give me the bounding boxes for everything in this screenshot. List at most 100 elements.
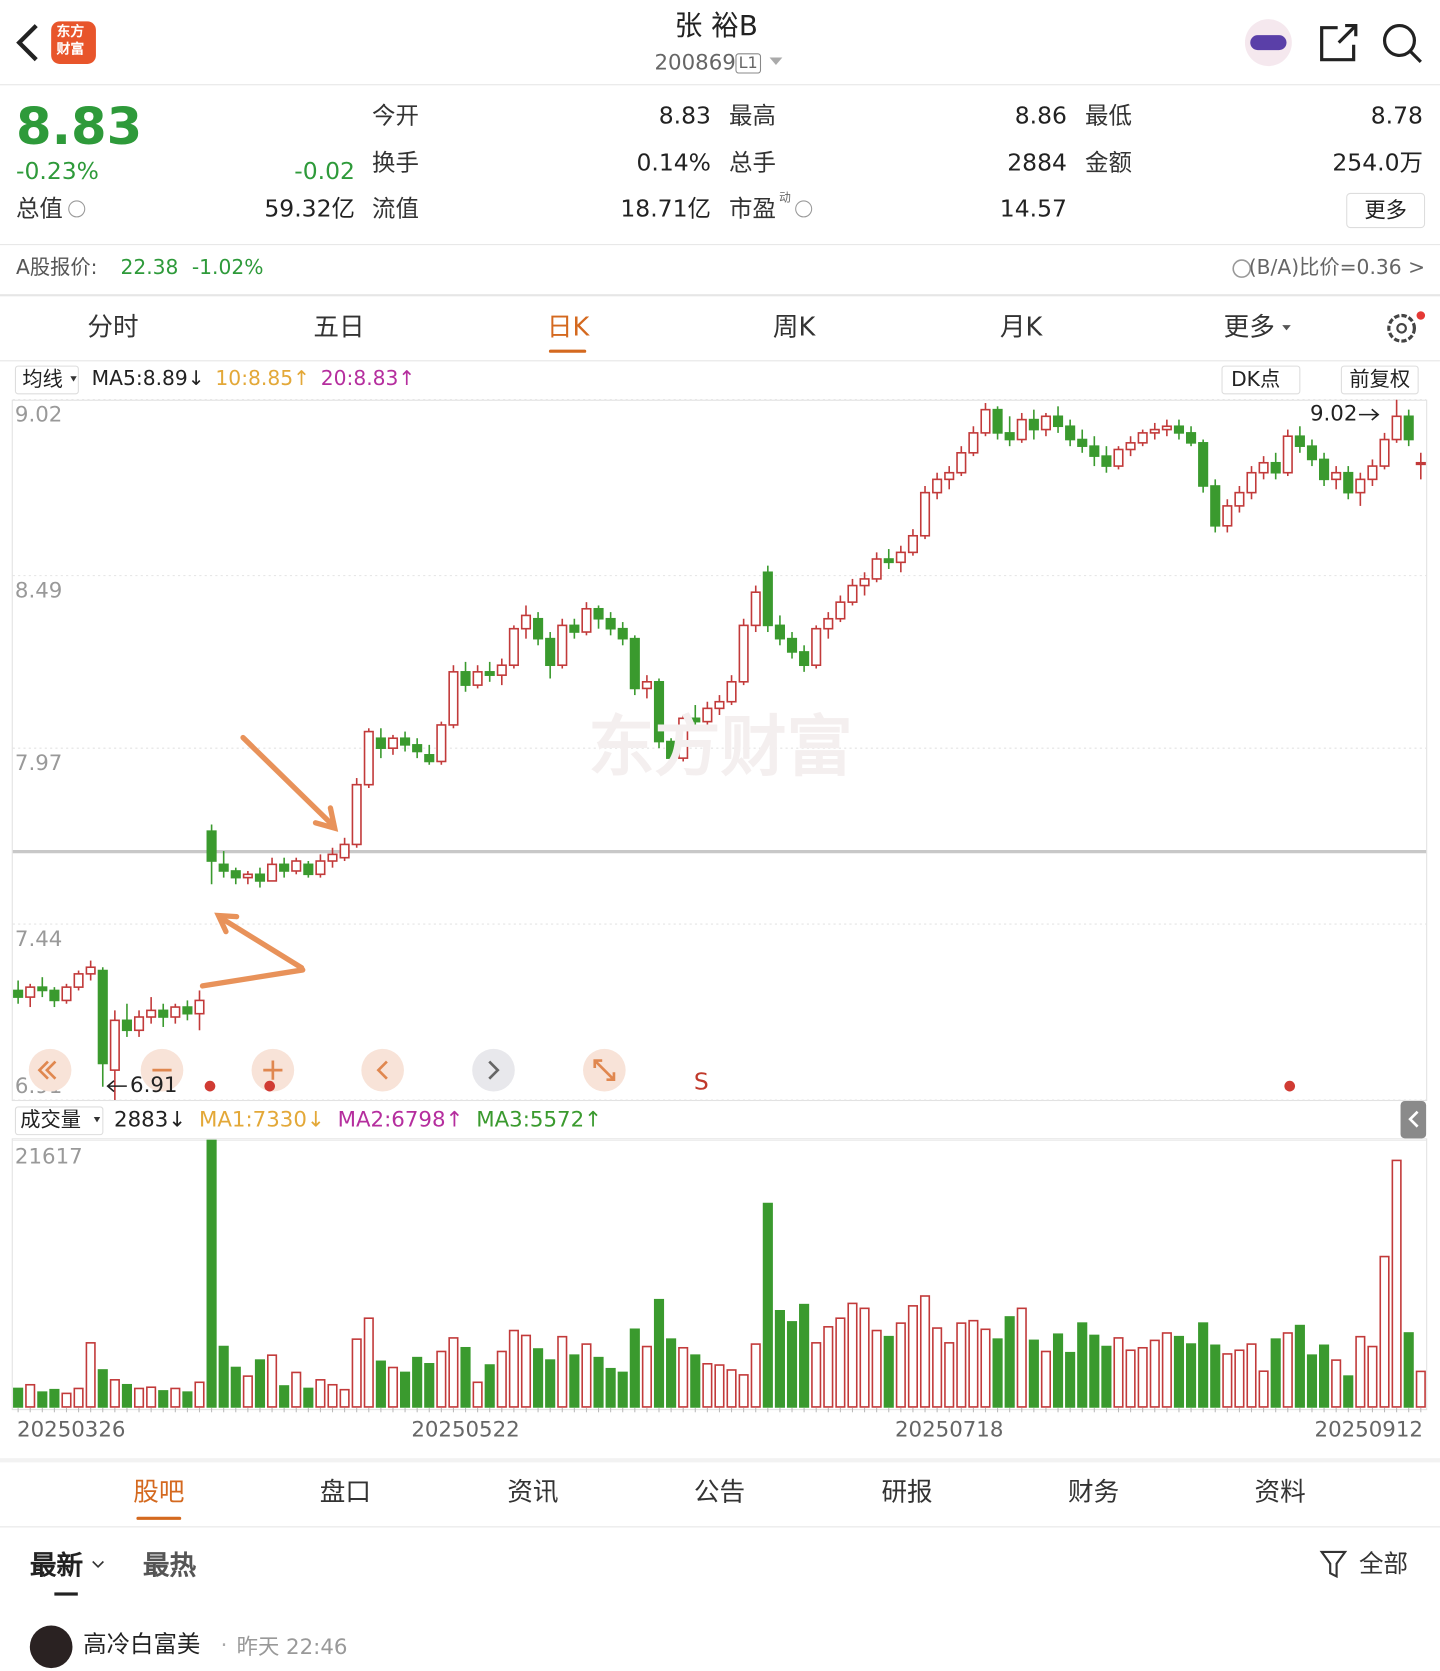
field-label: 金额 [1085,150,1132,177]
candle-body [1210,485,1221,527]
bottom-tab[interactable]: 资讯 [507,1477,559,1508]
volume-menu[interactable]: 成交量 [14,1106,104,1136]
search-icon[interactable] [1382,23,1417,58]
candle-body [400,737,411,746]
period-tab[interactable]: 更多 [1223,312,1275,343]
period-tab[interactable]: 分时 [87,312,139,343]
settings-icon[interactable] [1387,313,1417,343]
tab-underline [548,349,587,353]
candle-body [484,671,495,676]
high-arrow [1358,408,1380,421]
filter-icon[interactable] [1319,1550,1348,1579]
candle-body [1234,491,1245,507]
volume-bar [496,1350,507,1408]
volume-bar [339,1388,350,1408]
field-label: 换手 [371,150,419,177]
volume-bar [1210,1344,1221,1408]
volume-bar [919,1295,931,1408]
volume-bar [641,1345,652,1408]
volume-bar [218,1345,229,1408]
tool-button[interactable] [28,1048,72,1092]
field-label: 总手 [729,150,776,177]
volume-bar [1040,1350,1052,1408]
candle-body [266,863,278,882]
ma-menu[interactable]: 均线 [14,365,79,395]
candle-body [581,607,592,633]
field-value: 8.83 [658,103,711,131]
tool-button[interactable] [472,1048,515,1092]
volume-bar [956,1322,967,1408]
candle-body [1270,461,1281,474]
price-frame [11,399,1428,1102]
period-tab[interactable]: 周K [772,312,816,343]
feed-tab[interactable]: 最新 [29,1549,84,1581]
volume-bar [1222,1353,1233,1408]
volume-bar [593,1356,604,1408]
signal-label: S [694,1067,709,1095]
volume-bar [182,1391,193,1408]
candle-body [1367,465,1378,481]
volume-bar [412,1356,423,1408]
period-tab[interactable]: 月K [999,312,1043,343]
feed-tab[interactable]: 最热 [142,1549,197,1581]
period-tab[interactable]: 五日 [313,312,365,343]
volume-legend: 2883↓ MA1:7330↓ MA2:6798↑ MA3:5572↑ [114,1109,615,1130]
price-ratio[interactable]: (B/A)比价=0.36 > [1248,255,1426,280]
volume-bar [907,1305,918,1408]
dk-button[interactable]: DK点 [1221,365,1301,395]
volume-bar [678,1346,689,1408]
bottom-tab[interactable]: 资料 [1254,1477,1306,1508]
dropdown-icon[interactable] [92,1560,104,1568]
candle-body [726,681,737,703]
period-tab[interactable]: 日K [546,312,590,343]
candle-body [1294,435,1305,447]
candle-body [121,1019,133,1032]
bottom-tab[interactable]: 财务 [1068,1477,1120,1508]
post-user[interactable]: 高冷白富美 [83,1631,201,1659]
volume-bar [581,1343,592,1408]
share-icon[interactable] [1320,23,1358,62]
filter-label[interactable]: 全部 [1358,1550,1409,1579]
adjust-button[interactable]: 前复权 [1340,365,1419,395]
tool-button[interactable] [361,1048,404,1092]
candle-body [1222,505,1233,527]
volume-bar [1246,1343,1257,1408]
volume-bar [932,1327,943,1408]
candle-body [799,651,810,667]
candle-body [1028,418,1039,431]
feed-underline [54,1592,78,1596]
volume-bar [363,1317,374,1408]
watermark: 东方财富 [588,707,853,786]
user-avatar[interactable] [29,1625,73,1669]
candle-body [472,671,483,686]
bottom-tab[interactable]: 盘口 [319,1477,371,1508]
candle-body [980,408,991,434]
bottom-tab[interactable]: 研报 [881,1477,933,1508]
volume-bar [1306,1354,1318,1408]
help-icon[interactable] [1232,259,1252,278]
volume-bar [85,1342,96,1408]
candle-body [811,627,822,667]
collapse-button[interactable] [1400,1101,1427,1139]
field-label: 最低 [1085,103,1132,131]
volume-bar [774,1310,785,1408]
candle-body [629,637,640,690]
divider [0,1526,1440,1528]
volume-bar [944,1342,955,1408]
info-icon[interactable] [68,200,86,218]
bottom-tab[interactable]: 股吧 [133,1477,185,1508]
candle-body [545,637,556,667]
dropdown-icon[interactable] [769,57,783,66]
more-button[interactable]: 更多 [1346,192,1426,229]
candle-body [786,637,798,653]
tab-underline [136,1516,182,1520]
info-icon[interactable] [795,200,813,218]
back-icon[interactable] [16,24,38,62]
bottom-tab[interactable]: 公告 [693,1477,746,1508]
legend-entry: 10:8.85↑ [215,366,311,391]
volume-bar [1331,1359,1342,1408]
volume-bar [557,1335,568,1408]
volume-bar [436,1350,447,1408]
volume-bar [375,1360,386,1408]
